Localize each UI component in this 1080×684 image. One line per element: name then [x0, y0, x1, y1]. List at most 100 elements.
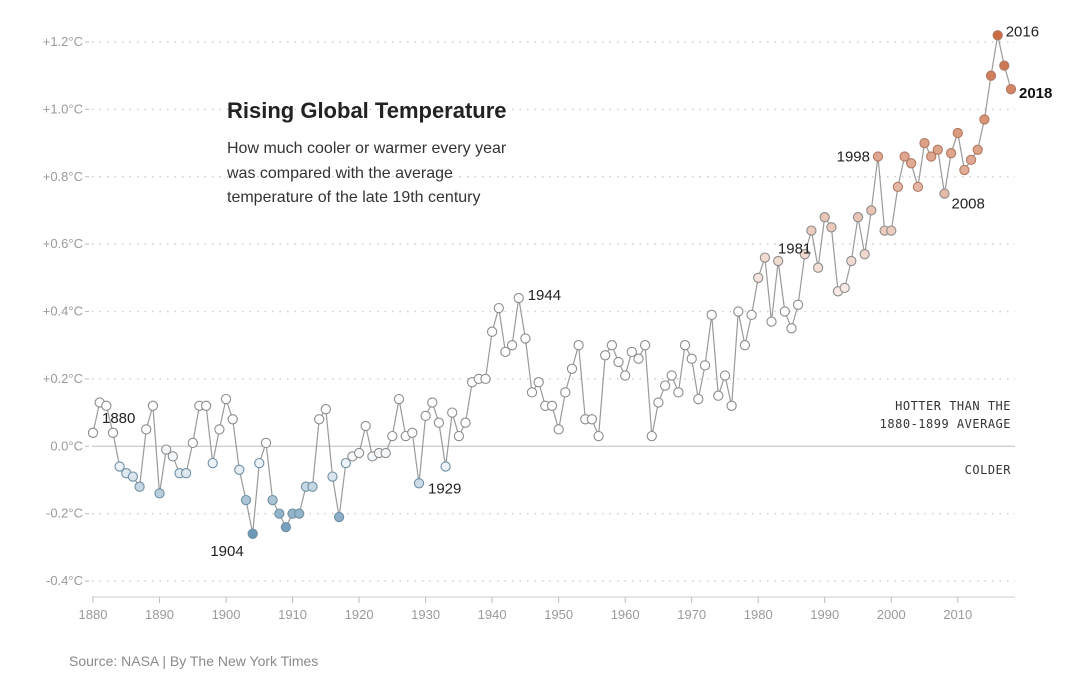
data-point-1949 — [546, 400, 558, 411]
data-point-1902 — [234, 464, 245, 475]
data-point-1888 — [141, 424, 152, 435]
data-point-1964 — [646, 430, 657, 442]
chart-subtitle-line-1: How much cooler or warmer every year — [227, 140, 507, 157]
data-point-1908 — [274, 508, 285, 519]
data-point-1950 — [553, 424, 564, 435]
grid-lines — [92, 41, 1015, 582]
x-tick-label: 1880 — [79, 607, 108, 622]
data-point-1894 — [180, 468, 192, 479]
data-point-1965 — [653, 397, 664, 408]
data-point-2007 — [932, 144, 943, 155]
hotter-label-line-2: 1880-1899 AVERAGE — [880, 417, 1011, 431]
x-tick-label: 1990 — [810, 607, 839, 622]
y-tick-label: +0.2°C — [43, 371, 83, 386]
data-point-1940 — [486, 326, 498, 337]
annotation-1880: 1880 — [102, 410, 135, 427]
data-point-1973 — [706, 309, 717, 321]
data-point-1982 — [766, 316, 777, 327]
data-point-1962 — [633, 353, 644, 364]
data-point-1944 — [513, 292, 524, 304]
data-point-1946 — [526, 387, 538, 398]
data-point-1985 — [786, 323, 797, 334]
data-point-2010 — [952, 127, 963, 139]
data-point-1969 — [679, 340, 691, 351]
data-point-1903 — [240, 494, 252, 506]
data-point-2005 — [919, 137, 930, 149]
data-point-1996 — [859, 249, 870, 260]
data-point-2000 — [886, 225, 897, 236]
data-point-1983 — [773, 255, 784, 267]
data-point-1974 — [713, 390, 724, 401]
data-point-1930 — [420, 410, 431, 422]
y-tick-label: -0.4°C — [46, 573, 83, 588]
data-point-2015 — [985, 70, 997, 81]
colder-label: COLDER — [965, 463, 1012, 477]
data-point-1935 — [453, 430, 465, 442]
data-point-1963 — [639, 340, 651, 351]
data-point-1947 — [533, 377, 544, 388]
data-point-2014 — [979, 114, 990, 125]
chart-subtitle-line-2: was compared with the average — [226, 165, 453, 182]
data-point-1956 — [593, 430, 604, 442]
data-point-1917 — [333, 511, 345, 523]
data-point-2004 — [912, 181, 924, 193]
data-point-1942 — [500, 346, 511, 358]
data-point-2017 — [999, 60, 1010, 71]
data-point-1941 — [493, 302, 504, 314]
data-point-1975 — [719, 370, 731, 381]
data-point-1892 — [167, 451, 178, 462]
data-point-2009 — [945, 148, 957, 159]
data-point-1897 — [200, 400, 212, 411]
data-point-1911 — [294, 508, 305, 519]
data-point-1995 — [852, 212, 864, 223]
data-point-1979 — [746, 309, 757, 321]
data-point-1904 — [247, 528, 258, 539]
data-point-1970 — [686, 353, 697, 364]
data-point-2016 — [992, 30, 1003, 41]
data-point-1968 — [673, 387, 684, 398]
data-point-1986 — [792, 299, 804, 310]
chart-subtitle-line-3: temperature of the late 19th century — [227, 189, 480, 206]
x-tick-label: 1900 — [212, 607, 241, 622]
data-point-1921 — [360, 420, 371, 432]
data-point-1898 — [207, 457, 218, 469]
data-point-1933 — [440, 461, 451, 472]
x-tick-label: 1950 — [544, 607, 573, 622]
data-point-1929 — [413, 478, 425, 489]
data-point-2006 — [926, 151, 937, 162]
data-point-1890 — [154, 488, 165, 499]
data-point-1967 — [666, 370, 677, 381]
data-point-2013 — [972, 144, 983, 155]
chart-title: Rising Global Temperature — [227, 98, 507, 123]
hotter-label-line-1: HOTTER THAN THE — [895, 399, 1011, 413]
y-tick-label: -0.2°C — [46, 506, 83, 521]
data-point-1959 — [613, 356, 624, 368]
data-point-1991 — [826, 222, 837, 233]
data-point-2002 — [899, 151, 910, 162]
annotation-1981: 1981 — [778, 241, 811, 258]
x-axis-ticks: 1880 1890 1900 1910 1920 1930 1940 1950 1960 1970… — [79, 596, 1015, 622]
data-point-1936 — [460, 417, 471, 428]
data-point-1953 — [573, 340, 584, 351]
annotation-1904: 1904 — [210, 543, 243, 560]
data-point-1884 — [114, 461, 125, 472]
y-axis-ticks: +1.2°C +1.0°C +0.8°C +0.6°C +0.4°C +0.2°C 0.0°… — [43, 34, 89, 588]
x-tick-label: 2000 — [877, 607, 906, 622]
data-point-1988 — [806, 225, 817, 236]
data-point-1993 — [839, 282, 850, 294]
data-points — [87, 30, 1017, 539]
data-point-1958 — [606, 340, 618, 351]
data-point-1952 — [566, 363, 578, 374]
annotation-1944: 1944 — [528, 287, 561, 304]
data-point-1891 — [161, 444, 172, 455]
data-point-1978 — [739, 340, 751, 351]
x-tick-label: 2010 — [943, 607, 972, 622]
data-point-1889 — [147, 400, 159, 411]
x-tick-label: 1940 — [478, 607, 507, 622]
data-point-1932 — [433, 417, 445, 428]
x-tick-label: 1970 — [677, 607, 706, 622]
y-tick-label: +0.8°C — [43, 169, 83, 184]
year-annotations: 1880 1904 1929 1944 1981 1998 2008 2016 2018 — [102, 23, 1052, 560]
data-point-1899 — [214, 424, 225, 435]
data-point-1960 — [620, 370, 631, 381]
